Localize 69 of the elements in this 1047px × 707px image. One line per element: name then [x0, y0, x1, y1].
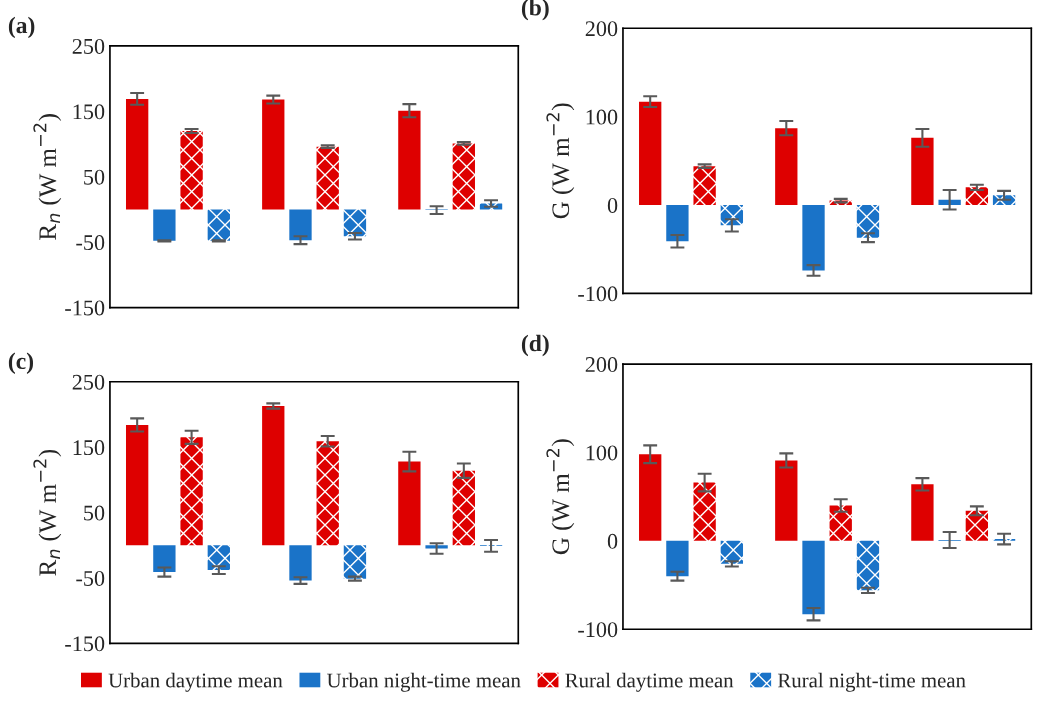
legend-label: Urban night-time mean — [326, 672, 521, 692]
bar — [965, 187, 989, 206]
bar — [180, 437, 203, 546]
y-tick-label: 50 — [84, 169, 105, 185]
bar — [398, 110, 421, 210]
bar — [126, 98, 149, 210]
bar — [639, 101, 662, 206]
bar — [720, 540, 744, 564]
bar — [666, 540, 689, 577]
bar — [693, 166, 716, 206]
y-tick-label: 250 — [72, 374, 105, 390]
bar — [343, 209, 367, 237]
bar — [153, 209, 176, 241]
chart-title: (a) — [8, 16, 35, 39]
y-axis-title: R$_{n}$ (W m$^{−2}$) — [33, 114, 62, 240]
bar — [856, 540, 880, 591]
bar — [289, 209, 312, 241]
y-axis-title: G (W m$^{−2}$) — [546, 439, 575, 555]
bar — [965, 510, 989, 541]
bar — [775, 460, 798, 541]
legend-label: Urban daytime mean — [108, 672, 283, 692]
bar — [911, 484, 934, 541]
bar — [343, 545, 367, 579]
y-tick-label: 200 — [585, 21, 618, 37]
bar — [126, 424, 149, 546]
bar — [180, 130, 203, 210]
bar — [829, 505, 852, 541]
legend-label: Rural night-time mean — [777, 672, 966, 692]
bar — [693, 482, 716, 541]
bar — [398, 461, 421, 546]
bar — [207, 209, 230, 241]
y-axis-title: R$_{n}$ (W m$^{−2}$) — [33, 449, 62, 576]
y-tick-label: 250 — [72, 38, 105, 54]
bar — [452, 143, 475, 210]
legend-label: Rural daytime mean — [565, 672, 734, 692]
y-axis-title: G (W m$^{−2}$) — [546, 103, 575, 219]
y-tick-label: -150 — [65, 300, 105, 316]
bar — [153, 545, 176, 573]
y-tick-label: 100 — [586, 445, 618, 461]
chart-title: (c) — [8, 352, 34, 374]
bar — [207, 545, 230, 571]
y-tick-label: -50 — [76, 570, 105, 586]
y-tick-label: -150 — [65, 636, 105, 652]
bar — [639, 454, 662, 541]
bar — [262, 405, 285, 546]
bar — [316, 146, 339, 210]
y-tick-label: 150 — [73, 104, 105, 120]
bar — [802, 205, 825, 271]
bar — [666, 205, 689, 242]
y-tick-label: -50 — [76, 235, 105, 251]
y-tick-label: -100 — [578, 622, 618, 638]
y-tick-label: 100 — [586, 109, 618, 125]
y-tick-label: 150 — [73, 440, 105, 456]
bar — [425, 545, 448, 549]
bar — [720, 205, 744, 226]
bar — [262, 99, 285, 210]
y-tick-label: 0 — [607, 533, 618, 549]
y-tick-label: 0 — [607, 197, 618, 213]
bar — [856, 205, 880, 238]
y-tick-label: -100 — [578, 286, 618, 302]
bar — [911, 137, 934, 206]
bar — [452, 470, 475, 546]
bar — [802, 540, 825, 615]
bar — [775, 128, 798, 206]
y-tick-label: 50 — [84, 505, 105, 521]
y-tick-label: 200 — [585, 357, 618, 373]
bar — [316, 441, 339, 546]
chart-title: (d) — [521, 334, 549, 357]
bar — [289, 545, 312, 581]
